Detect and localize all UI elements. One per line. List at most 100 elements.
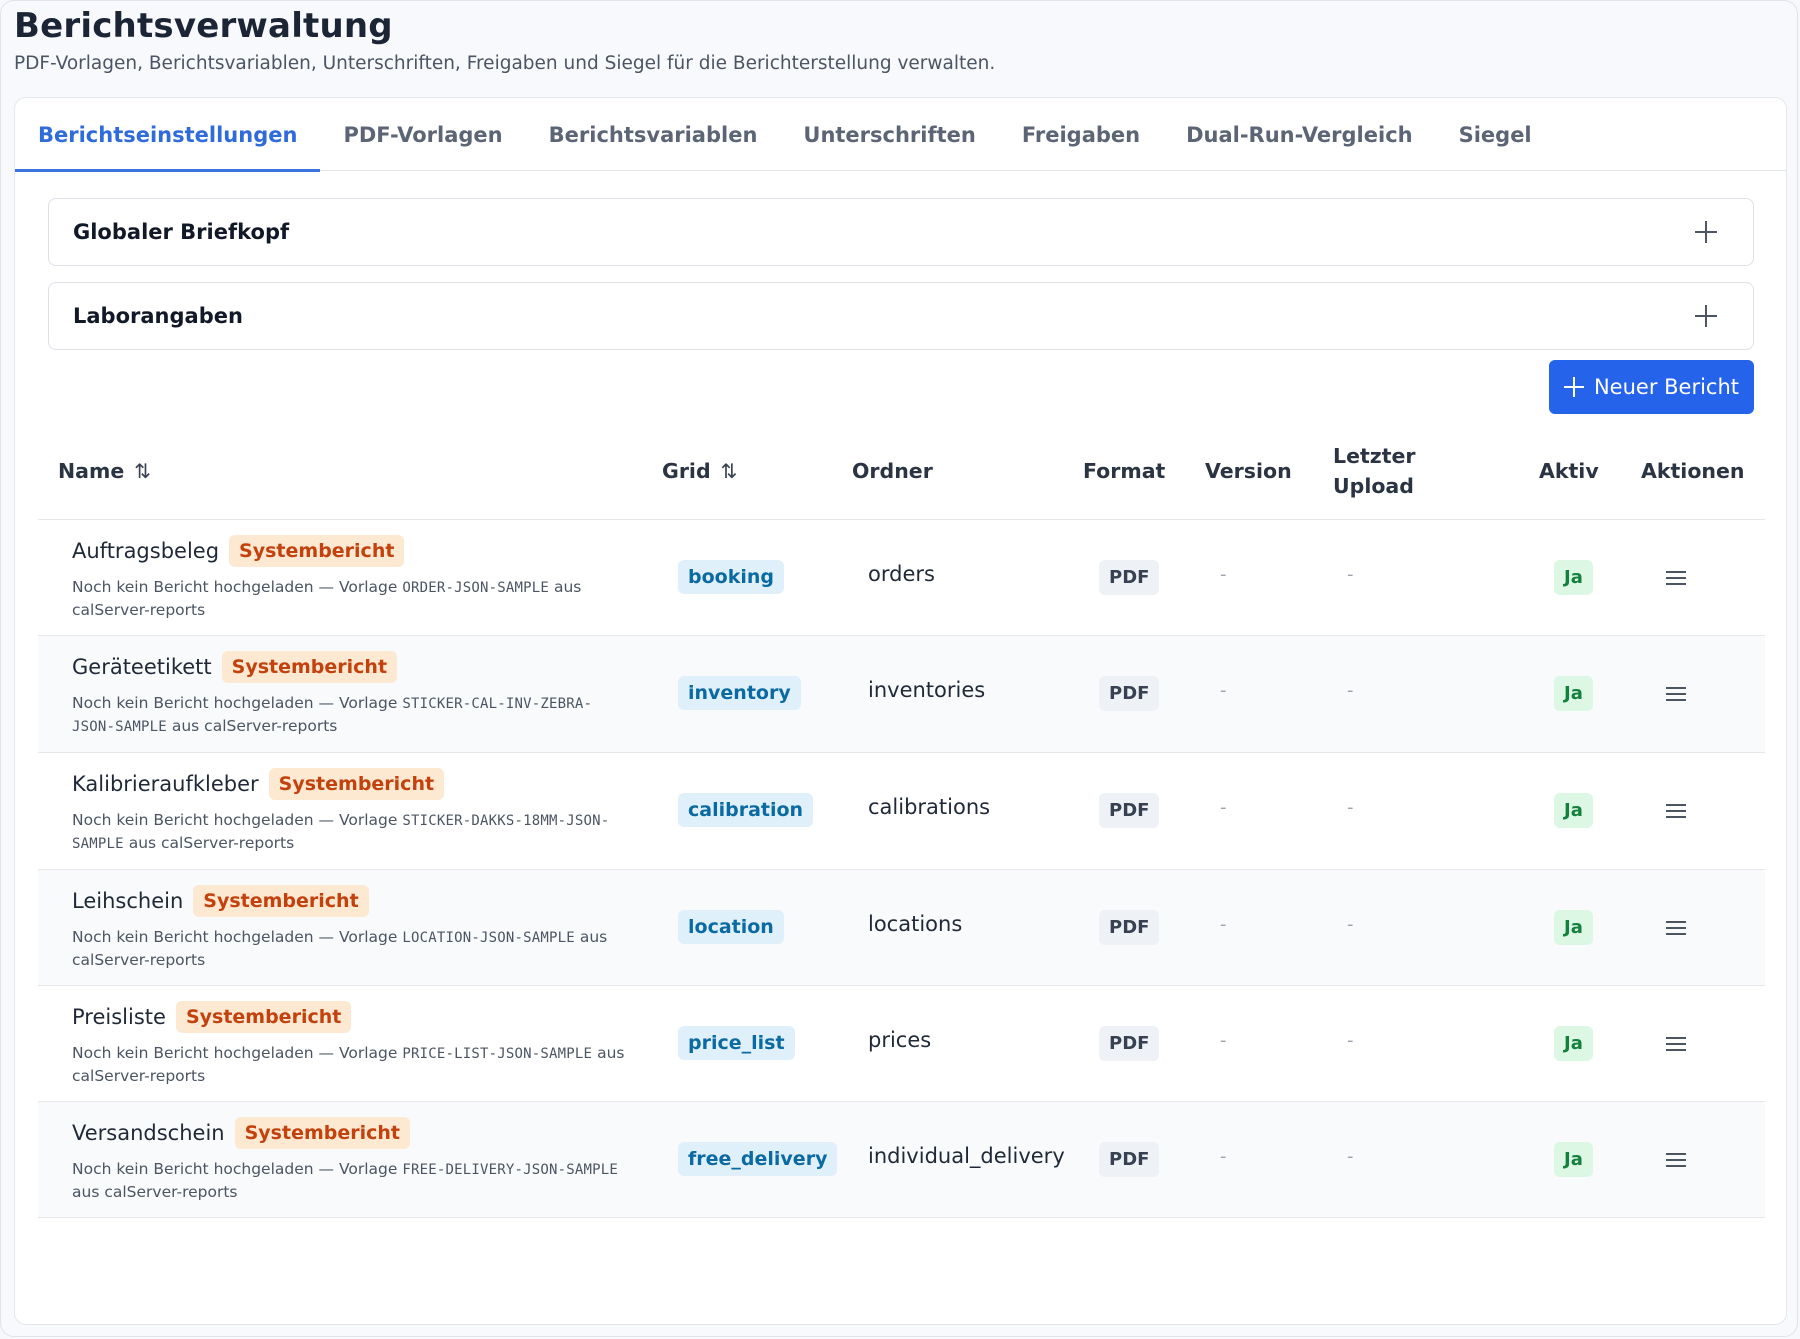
report-description: Noch kein Bericht hochgeladen — Vorlage … bbox=[72, 578, 582, 619]
active-badge: Ja bbox=[1554, 676, 1593, 711]
format-badge: PDF bbox=[1099, 1142, 1160, 1177]
system-badge: Systembericht bbox=[268, 768, 445, 800]
last-upload-value: - bbox=[1347, 564, 1354, 585]
table-row[interactable]: Auftragsbeleg Systembericht Noch kein Be… bbox=[38, 520, 1765, 636]
tab-pdf-vorlagen[interactable]: PDF-Vorlagen bbox=[343, 122, 503, 147]
system-badge: Systembericht bbox=[175, 1001, 352, 1033]
system-badge: Systembericht bbox=[234, 1117, 410, 1149]
grid-badge: booking bbox=[678, 560, 784, 594]
format-badge: PDF bbox=[1099, 560, 1160, 595]
name-cell: Kalibrieraufkleber Systembericht bbox=[72, 768, 445, 800]
tab-freigaben[interactable]: Freigaben bbox=[1021, 122, 1141, 147]
table-row[interactable]: Leihschein Systembericht Noch kein Beric… bbox=[38, 870, 1765, 986]
last-upload-value: - bbox=[1347, 680, 1354, 701]
report-description: Noch kein Bericht hochgeladen — Vorlage … bbox=[72, 928, 608, 969]
active-badge: Ja bbox=[1554, 793, 1593, 828]
report-name[interactable]: Preisliste bbox=[72, 1005, 166, 1029]
table-row[interactable]: Preisliste Systembericht Noch kein Beric… bbox=[38, 986, 1765, 1102]
active-badge: Ja bbox=[1554, 1142, 1593, 1177]
format-badge: PDF bbox=[1099, 910, 1160, 945]
page-subtitle: PDF-Vorlagen, Berichtsvariablen, Untersc… bbox=[14, 53, 996, 74]
column-header-last-upload: Letzter Upload bbox=[1333, 441, 1416, 501]
version-value: - bbox=[1220, 1146, 1227, 1167]
table-row[interactable]: Versandschein Systembericht Noch kein Be… bbox=[38, 1102, 1765, 1218]
report-name[interactable]: Versandschein bbox=[72, 1121, 225, 1145]
version-value: - bbox=[1220, 914, 1227, 935]
active-badge: Ja bbox=[1554, 910, 1593, 945]
format-badge: PDF bbox=[1099, 793, 1160, 828]
tab-unterschriften[interactable]: Unterschriften bbox=[803, 122, 976, 147]
menu-icon[interactable] bbox=[1666, 571, 1686, 585]
sort-icon[interactable]: ⇅ bbox=[720, 459, 738, 483]
folder-value: locations bbox=[868, 912, 963, 936]
grid-badge: free_delivery bbox=[678, 1142, 838, 1176]
folder-value: prices bbox=[868, 1028, 932, 1052]
version-value: - bbox=[1220, 797, 1227, 818]
column-header-actions: Aktionen bbox=[1641, 459, 1745, 483]
column-header-folder: Ordner bbox=[852, 459, 933, 483]
plus-icon bbox=[1563, 377, 1584, 397]
table-row[interactable]: Geräteetikett Systembericht Noch kein Be… bbox=[38, 636, 1765, 753]
report-name[interactable]: Leihschein bbox=[72, 889, 184, 913]
grid-badge: location bbox=[678, 910, 784, 944]
grid-badge: inventory bbox=[678, 676, 801, 710]
active-badge: Ja bbox=[1554, 1026, 1593, 1061]
name-cell: Geräteetikett Systembericht bbox=[72, 651, 398, 683]
tab-siegel[interactable]: Siegel bbox=[1458, 122, 1532, 147]
name-cell: Versandschein Systembericht bbox=[72, 1117, 410, 1149]
report-description: Noch kein Bericht hochgeladen — Vorlage … bbox=[72, 811, 610, 852]
menu-icon[interactable] bbox=[1666, 1153, 1686, 1167]
folder-value: inventories bbox=[868, 678, 986, 702]
name-cell: Preisliste Systembericht bbox=[72, 1001, 352, 1033]
tab-berichtsvariablen[interactable]: Berichtsvariablen bbox=[548, 122, 758, 147]
menu-icon[interactable] bbox=[1666, 804, 1686, 818]
panel-globaler-briefkopf[interactable]: Globaler Briefkopf bbox=[48, 198, 1754, 266]
name-cell: Auftragsbeleg Systembericht bbox=[72, 535, 405, 567]
header-label: Name bbox=[58, 459, 125, 483]
panel-title: Globaler Briefkopf bbox=[73, 220, 290, 244]
new-report-button[interactable]: Neuer Bericht bbox=[1549, 360, 1754, 414]
version-value: - bbox=[1220, 564, 1227, 585]
table-row[interactable]: Kalibrieraufkleber Systembericht Noch ke… bbox=[38, 753, 1765, 870]
report-description: Noch kein Bericht hochgeladen — Vorlage … bbox=[72, 1044, 625, 1085]
last-upload-value: - bbox=[1347, 797, 1354, 818]
panel-laborangaben[interactable]: Laborangaben bbox=[48, 282, 1754, 350]
version-value: - bbox=[1220, 680, 1227, 701]
column-header-name[interactable]: Name ⇅ bbox=[58, 456, 151, 486]
plus-icon[interactable] bbox=[1695, 221, 1717, 243]
column-header-grid[interactable]: Grid ⇅ bbox=[662, 456, 737, 486]
header-label: Letzter bbox=[1333, 444, 1416, 468]
last-upload-value: - bbox=[1347, 914, 1354, 935]
new-report-label: Neuer Bericht bbox=[1593, 375, 1740, 399]
report-name[interactable]: Geräteetikett bbox=[72, 655, 212, 679]
sort-icon[interactable]: ⇅ bbox=[134, 459, 152, 483]
report-name[interactable]: Kalibrieraufkleber bbox=[72, 772, 259, 796]
column-header-format: Format bbox=[1083, 459, 1166, 483]
version-value: - bbox=[1220, 1030, 1227, 1051]
tab-bar: Berichtseinstellungen PDF-Vorlagen Beric… bbox=[15, 98, 1786, 172]
last-upload-value: - bbox=[1347, 1146, 1354, 1167]
tab-berichtseinstellungen[interactable]: Berichtseinstellungen bbox=[15, 98, 321, 172]
system-badge: Systembericht bbox=[193, 885, 369, 917]
system-badge: Systembericht bbox=[229, 535, 405, 567]
format-badge: PDF bbox=[1099, 1026, 1160, 1061]
report-name[interactable]: Auftragsbeleg bbox=[72, 539, 220, 563]
header-label: Grid bbox=[662, 459, 711, 483]
plus-icon[interactable] bbox=[1695, 305, 1717, 327]
active-badge: Ja bbox=[1554, 560, 1593, 595]
system-badge: Systembericht bbox=[221, 651, 398, 683]
folder-value: individual_delivery bbox=[868, 1144, 1065, 1168]
header-label: Upload bbox=[1333, 474, 1414, 498]
menu-icon[interactable] bbox=[1666, 921, 1686, 935]
menu-icon[interactable] bbox=[1666, 687, 1686, 701]
format-badge: PDF bbox=[1099, 676, 1160, 711]
column-header-version: Version bbox=[1205, 459, 1292, 483]
page-title: Berichtsverwaltung bbox=[14, 6, 393, 46]
header-divider bbox=[38, 519, 1765, 520]
panel-title: Laborangaben bbox=[73, 304, 243, 328]
report-description: Noch kein Bericht hochgeladen — Vorlage … bbox=[72, 1160, 619, 1201]
tab-dual-run-vergleich[interactable]: Dual-Run-Vergleich bbox=[1186, 122, 1413, 147]
last-upload-value: - bbox=[1347, 1030, 1354, 1051]
menu-icon[interactable] bbox=[1666, 1037, 1686, 1051]
main-card: Berichtseinstellungen PDF-Vorlagen Beric… bbox=[14, 97, 1787, 1325]
